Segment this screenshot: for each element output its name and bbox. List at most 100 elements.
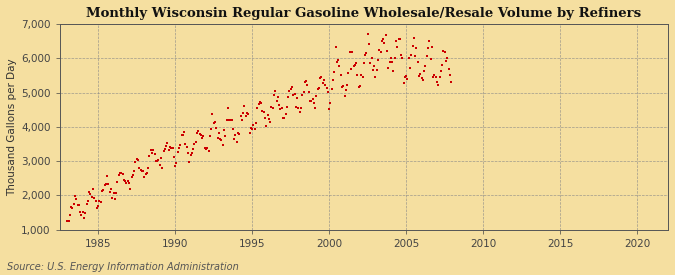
Point [269, 93, 279, 97]
Point [211, 125, 221, 130]
Point [148, 148, 159, 152]
Point [239, 104, 250, 108]
Point [310, 105, 321, 110]
Y-axis label: Thousand Gallons per Day: Thousand Gallons per Day [7, 58, 17, 196]
Point [112, 180, 123, 185]
Point [244, 130, 255, 135]
Point [103, 182, 114, 187]
Point [171, 161, 182, 165]
Point [101, 182, 111, 186]
Point [94, 199, 105, 204]
Point [388, 69, 399, 73]
Point [113, 173, 124, 178]
Point [431, 75, 441, 79]
Point [254, 100, 265, 104]
Point [194, 131, 205, 136]
Point [401, 73, 412, 78]
Point [75, 210, 86, 214]
Point [213, 131, 224, 136]
Point [338, 84, 349, 88]
Point [371, 68, 382, 72]
Point [293, 106, 304, 110]
Point [437, 62, 448, 67]
Point [442, 56, 453, 60]
Point [161, 144, 171, 148]
Point [132, 158, 143, 162]
Point [265, 120, 275, 124]
Point [380, 33, 391, 38]
Point [333, 58, 344, 63]
Point [108, 191, 119, 196]
Point [238, 111, 248, 115]
Point [259, 110, 269, 114]
Point [262, 113, 273, 118]
Point [229, 137, 240, 141]
Point [121, 181, 132, 186]
Point [178, 133, 188, 137]
Point [221, 118, 232, 123]
Point [250, 120, 261, 125]
Point [126, 175, 137, 180]
Point [327, 78, 338, 82]
Point [284, 88, 295, 93]
Point [303, 90, 314, 94]
Point [325, 101, 336, 106]
Point [416, 75, 427, 80]
Point [369, 64, 379, 68]
Point [71, 196, 82, 201]
Point [98, 188, 109, 192]
Point [151, 159, 161, 164]
Point [260, 115, 271, 120]
Point [292, 95, 302, 100]
Point [381, 49, 392, 53]
Point [230, 133, 241, 138]
Point [202, 146, 213, 150]
Point [169, 155, 180, 159]
Point [304, 98, 315, 103]
Point [438, 49, 449, 54]
Point [441, 59, 452, 63]
Point [374, 48, 385, 52]
Point [206, 127, 217, 131]
Point [420, 64, 431, 68]
Point [300, 80, 310, 85]
Point [198, 134, 209, 139]
Point [159, 147, 170, 151]
Point [62, 219, 73, 223]
Point [97, 189, 107, 194]
Point [149, 152, 160, 156]
Point [125, 186, 136, 191]
Point [396, 53, 406, 57]
Point [317, 81, 328, 85]
Point [350, 62, 360, 67]
Point [340, 94, 350, 98]
Point [89, 196, 100, 200]
Point [385, 56, 396, 60]
Point [296, 106, 306, 111]
Point [207, 111, 218, 116]
Point [63, 219, 74, 224]
Point [387, 60, 398, 65]
Point [412, 60, 423, 64]
Point [92, 206, 103, 210]
Point [366, 56, 377, 60]
Point [418, 78, 429, 82]
Point [406, 53, 416, 57]
Point [367, 68, 378, 72]
Point [408, 35, 419, 40]
Point [443, 67, 454, 72]
Point [232, 139, 242, 144]
Point [364, 42, 375, 46]
Point [80, 211, 90, 216]
Point [247, 127, 258, 131]
Point [410, 54, 421, 58]
Point [215, 137, 225, 141]
Point [162, 141, 173, 145]
Point [156, 156, 167, 160]
Point [196, 133, 207, 137]
Point [182, 145, 192, 150]
Point [233, 130, 244, 135]
Point [117, 171, 128, 176]
Point [176, 133, 187, 138]
Point [424, 39, 435, 43]
